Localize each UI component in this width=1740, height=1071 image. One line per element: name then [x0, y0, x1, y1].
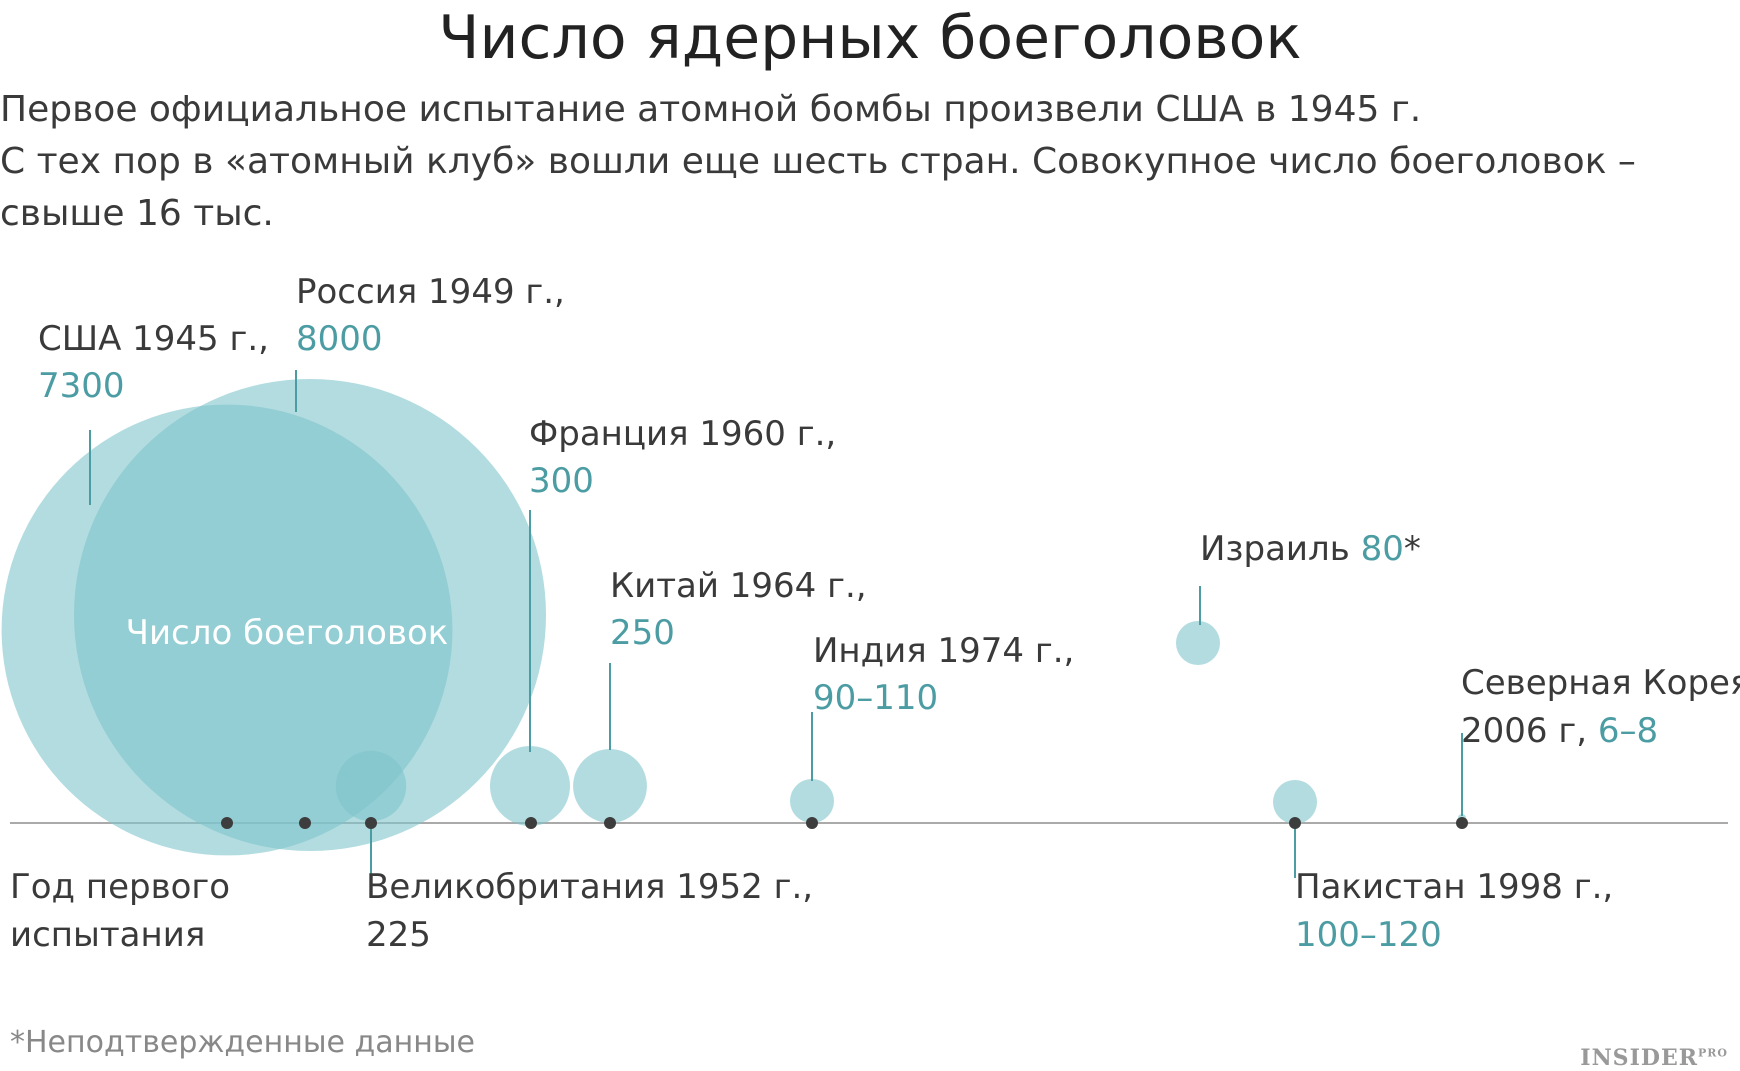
label-value-великобритания: 225 — [366, 915, 431, 955]
bubble-индия — [790, 779, 834, 823]
label-country-year-китай: Китай 1964 г., — [610, 566, 867, 606]
year-dot-китай — [604, 817, 616, 829]
year-dot-сша — [221, 817, 233, 829]
label-country-year-индия: Индия 1974 г., — [813, 631, 1074, 671]
bubble-китай — [573, 749, 647, 823]
logo-text: INSIDER — [1580, 1045, 1698, 1071]
year-dot-франция — [525, 817, 537, 829]
bubble-size-label: Число боеголовок — [126, 613, 449, 653]
label-note-израиль: * — [1404, 529, 1421, 569]
year-dot-северная-корея — [1456, 817, 1468, 829]
year-dot-пакистан — [1289, 817, 1301, 829]
label-country-year-франция: Франция 1960 г., — [529, 414, 836, 454]
label-value-россия: 8000 — [296, 319, 383, 359]
label-country-year-россия: Россия 1949 г., — [296, 272, 565, 312]
footnote: *Неподтвержденные данные — [10, 1025, 476, 1060]
label-country-year-великобритания: Великобритания 1952 г., — [366, 867, 813, 907]
label-value-китай: 250 — [610, 613, 675, 653]
label-value-франция: 300 — [529, 461, 594, 501]
chart-subtitle: Первое официальное испытание атомной бом… — [0, 84, 1700, 240]
subtitle-line-3: свыше 16 тыс. — [0, 193, 274, 234]
label-year-value-северная-корея: 2006 г, 6–8 — [1461, 711, 1658, 751]
bubble-израиль — [1176, 621, 1220, 665]
label-value-индия: 90–110 — [813, 678, 938, 718]
year-dot-индия — [806, 817, 818, 829]
label-израиль: Израиль 80* — [1200, 529, 1421, 569]
label-country-year-пакистан: Пакистан 1998 г., — [1295, 867, 1613, 907]
chart-title: Число ядерных боеголовок — [438, 3, 1302, 73]
bubble-пакистан — [1273, 780, 1317, 824]
label-country-израиль: Израиль — [1200, 529, 1361, 569]
logo-sup: PRO — [1698, 1046, 1728, 1060]
bubble-великобритания — [335, 750, 407, 822]
bubble-франция — [490, 746, 570, 826]
label-value-северная-корея: 6–8 — [1598, 711, 1658, 751]
year-dot-россия — [299, 817, 311, 829]
label-country-year-сша: США 1945 г., — [38, 319, 269, 359]
subtitle-line-1: Первое официальное испытание атомной бом… — [0, 89, 1422, 130]
axis-label-line-1: Год первого — [10, 867, 230, 907]
label-country-северная-корея: Северная Корея — [1461, 663, 1740, 703]
label-value-сша: 7300 — [38, 366, 125, 406]
label-value-пакистан: 100–120 — [1295, 915, 1442, 955]
subtitle-line-2: С тех пор в «атомный клуб» вошли еще шес… — [0, 141, 1636, 182]
bubble-сша — [1, 404, 453, 856]
label-value-израиль: 80 — [1361, 529, 1404, 569]
brand-logo: INSIDERPRO — [1580, 1045, 1728, 1071]
label-year-северная-корея: 2006 г, — [1461, 711, 1598, 751]
year-dot-великобритания — [365, 817, 377, 829]
axis-label-line-2: испытания — [10, 915, 205, 955]
